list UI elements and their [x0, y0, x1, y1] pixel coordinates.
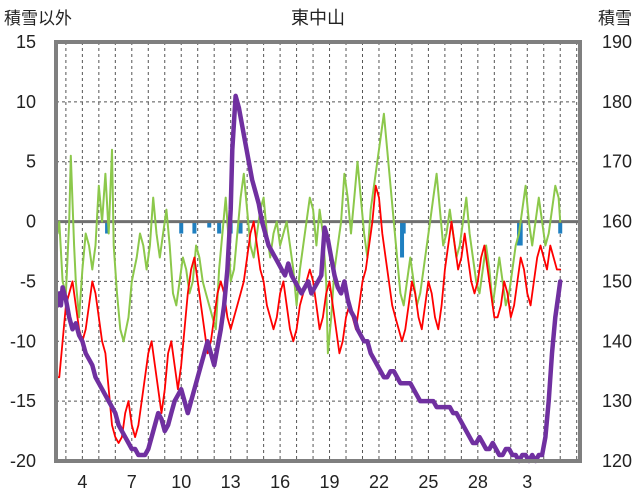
x-tick-label: 4 — [77, 472, 87, 492]
red-series-line — [56, 184, 562, 444]
left-tick-label: 15 — [16, 32, 36, 52]
purple-series-line — [55, 93, 563, 464]
right-tick-label: 160 — [602, 212, 632, 232]
left-tick-label: 10 — [16, 92, 36, 112]
x-tick-label: 22 — [369, 472, 389, 492]
blue-bar — [207, 221, 212, 228]
x-axis-ticks: 4 7 10 13 16 19 22 25 28 3 — [77, 472, 532, 492]
blue-bar — [518, 221, 523, 246]
frame-layer — [54, 40, 582, 463]
right-tick-label: 150 — [602, 271, 632, 291]
left-tick-label: 5 — [26, 152, 36, 172]
plot-frame — [54, 40, 582, 463]
blue-bar — [179, 221, 184, 234]
left-tick-label: -15 — [10, 391, 36, 411]
blue-bar — [401, 221, 406, 234]
x-tick-label: 7 — [127, 472, 137, 492]
right-axis-ticks: 190 180 170 160 150 140 130 120 — [602, 32, 632, 471]
blue-bar — [558, 221, 563, 234]
series-layer — [55, 93, 563, 464]
right-axis-title: 積雪 — [598, 9, 632, 29]
blue-bar — [217, 221, 222, 234]
x-tick-label: 10 — [171, 472, 191, 492]
blue-bar — [192, 221, 197, 234]
left-tick-label: -20 — [10, 451, 36, 471]
blue-bar — [105, 221, 110, 234]
right-tick-label: 180 — [602, 92, 632, 112]
left-axis-ticks: 15 10 5 0 -5 -10 -15 -20 — [10, 32, 36, 471]
x-tick-label: 13 — [221, 472, 241, 492]
left-tick-label: -10 — [10, 331, 36, 351]
right-tick-label: 130 — [602, 391, 632, 411]
x-tick-label: 19 — [320, 472, 340, 492]
right-tick-label: 190 — [602, 32, 632, 52]
chart-title: 東中山 — [291, 8, 345, 29]
left-axis-title: 積雪以外 — [4, 9, 72, 29]
left-tick-label: 0 — [26, 212, 36, 232]
right-tick-label: 120 — [602, 451, 632, 471]
x-tick-label: 25 — [418, 472, 438, 492]
x-tick-label: 28 — [468, 472, 488, 492]
left-tick-label: -5 — [20, 271, 36, 291]
blue-bar — [238, 221, 243, 234]
x-tick-label: 16 — [270, 472, 290, 492]
x-tick-label: 3 — [522, 472, 532, 492]
right-tick-label: 140 — [602, 331, 632, 351]
right-tick-label: 170 — [602, 152, 632, 172]
blue-bar — [400, 221, 405, 258]
